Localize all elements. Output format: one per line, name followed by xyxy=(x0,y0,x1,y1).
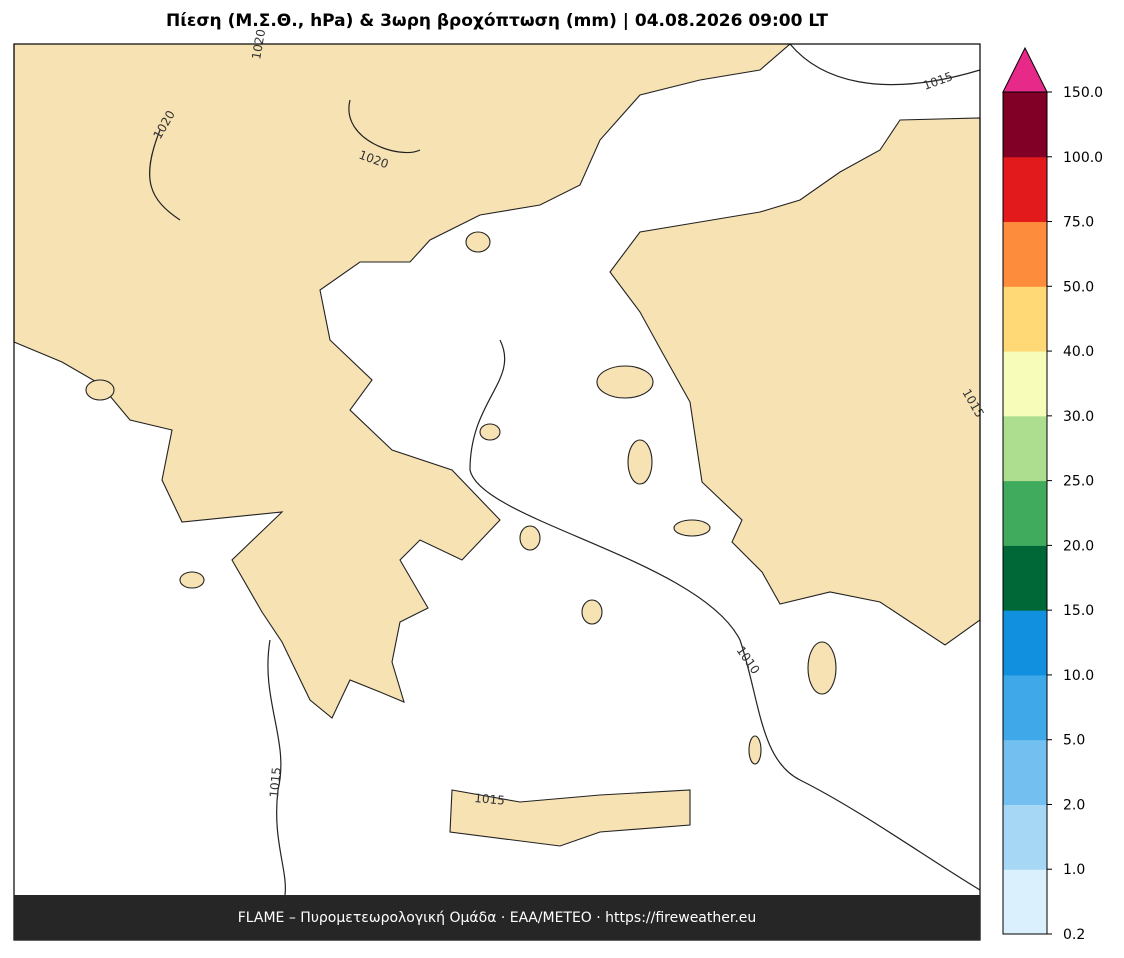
colorbar-tick-label: 0.2 xyxy=(1063,927,1085,943)
island xyxy=(85,379,115,401)
colorbar-tick-label: 2.0 xyxy=(1063,797,1085,813)
footer: FLAME – Πυρομετεωρολογική Ομάδα · ΕΑΑ/ME… xyxy=(238,910,757,926)
contour-label: 1015 xyxy=(474,791,506,808)
title: Πίεση (Μ.Σ.Θ., hPa) & 3ωρη βροχόπτωση (m… xyxy=(166,11,828,31)
colorbar-segment xyxy=(1003,351,1047,417)
colorbar-tick-label: 25.0 xyxy=(1063,474,1094,490)
colorbar-tick-label: 100.0 xyxy=(1063,150,1103,166)
colorbar-segment xyxy=(1003,286,1047,352)
colorbar-segment xyxy=(1003,610,1047,676)
colorbar-tick-label: 5.0 xyxy=(1063,733,1085,749)
island xyxy=(673,519,711,537)
colorbar-segment xyxy=(1003,415,1047,482)
land-turkey xyxy=(609,117,981,646)
colorbar-tick-label: 30.0 xyxy=(1063,409,1094,425)
colorbar-tick-label: 15.0 xyxy=(1063,603,1094,619)
colorbar-segment xyxy=(1003,156,1047,223)
isobar xyxy=(469,339,981,891)
map: 1020 1020 1020 1015 1015 1010 1015 1015 … xyxy=(13,28,987,941)
colorbar-frame xyxy=(1002,91,1048,935)
colorbar-tick-label: 40.0 xyxy=(1063,344,1094,360)
footer-bar xyxy=(14,895,980,940)
colorbar: 0.2 1.0 2.0 5.0 10.0 15.0 20.0 25.0 30.0 40.0 50.0… xyxy=(1002,46,1103,943)
isobar xyxy=(789,43,981,86)
island xyxy=(479,423,501,441)
colorbar-segment xyxy=(1003,221,1047,287)
colorbar-tick-label: 10.0 xyxy=(1063,668,1094,684)
colorbar-tick-label: 75.0 xyxy=(1063,215,1094,231)
colorbar-tick-label: 150.0 xyxy=(1063,85,1103,101)
land-crete xyxy=(449,789,691,847)
colorbar-extend xyxy=(1002,46,1048,93)
isobar xyxy=(149,99,421,221)
colorbar-segment xyxy=(1003,92,1047,158)
island xyxy=(748,735,762,765)
contour-label: 1015 xyxy=(267,767,284,799)
land-balkans xyxy=(13,43,792,719)
island xyxy=(581,599,603,625)
island xyxy=(807,641,837,695)
colorbar-segment xyxy=(1003,480,1047,546)
colorbar-segment xyxy=(1003,674,1047,741)
island xyxy=(465,231,491,253)
island xyxy=(627,439,653,485)
colorbar-segment xyxy=(1003,804,1047,870)
isobar xyxy=(267,639,286,896)
island xyxy=(596,365,654,399)
island xyxy=(519,525,541,551)
island xyxy=(179,571,205,589)
colorbar-tick-label: 1.0 xyxy=(1063,862,1085,878)
colorbar-segment xyxy=(1003,545,1047,611)
colorbar-segment xyxy=(1003,869,1047,935)
colorbar-segment xyxy=(1003,739,1047,805)
colorbar-tick-label: 50.0 xyxy=(1063,279,1094,295)
colorbar-tick-label: 20.0 xyxy=(1063,538,1094,554)
